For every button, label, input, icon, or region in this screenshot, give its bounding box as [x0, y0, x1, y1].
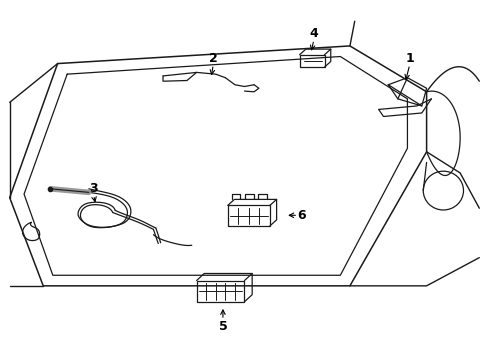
Bar [196, 280, 244, 302]
Text: 5: 5 [218, 320, 227, 333]
Bar [299, 55, 324, 67]
Bar [227, 206, 269, 226]
Text: 1: 1 [405, 52, 413, 65]
Text: 4: 4 [309, 27, 318, 40]
Text: 2: 2 [208, 52, 217, 65]
Text: 6: 6 [297, 209, 305, 222]
Text: 3: 3 [89, 182, 98, 195]
